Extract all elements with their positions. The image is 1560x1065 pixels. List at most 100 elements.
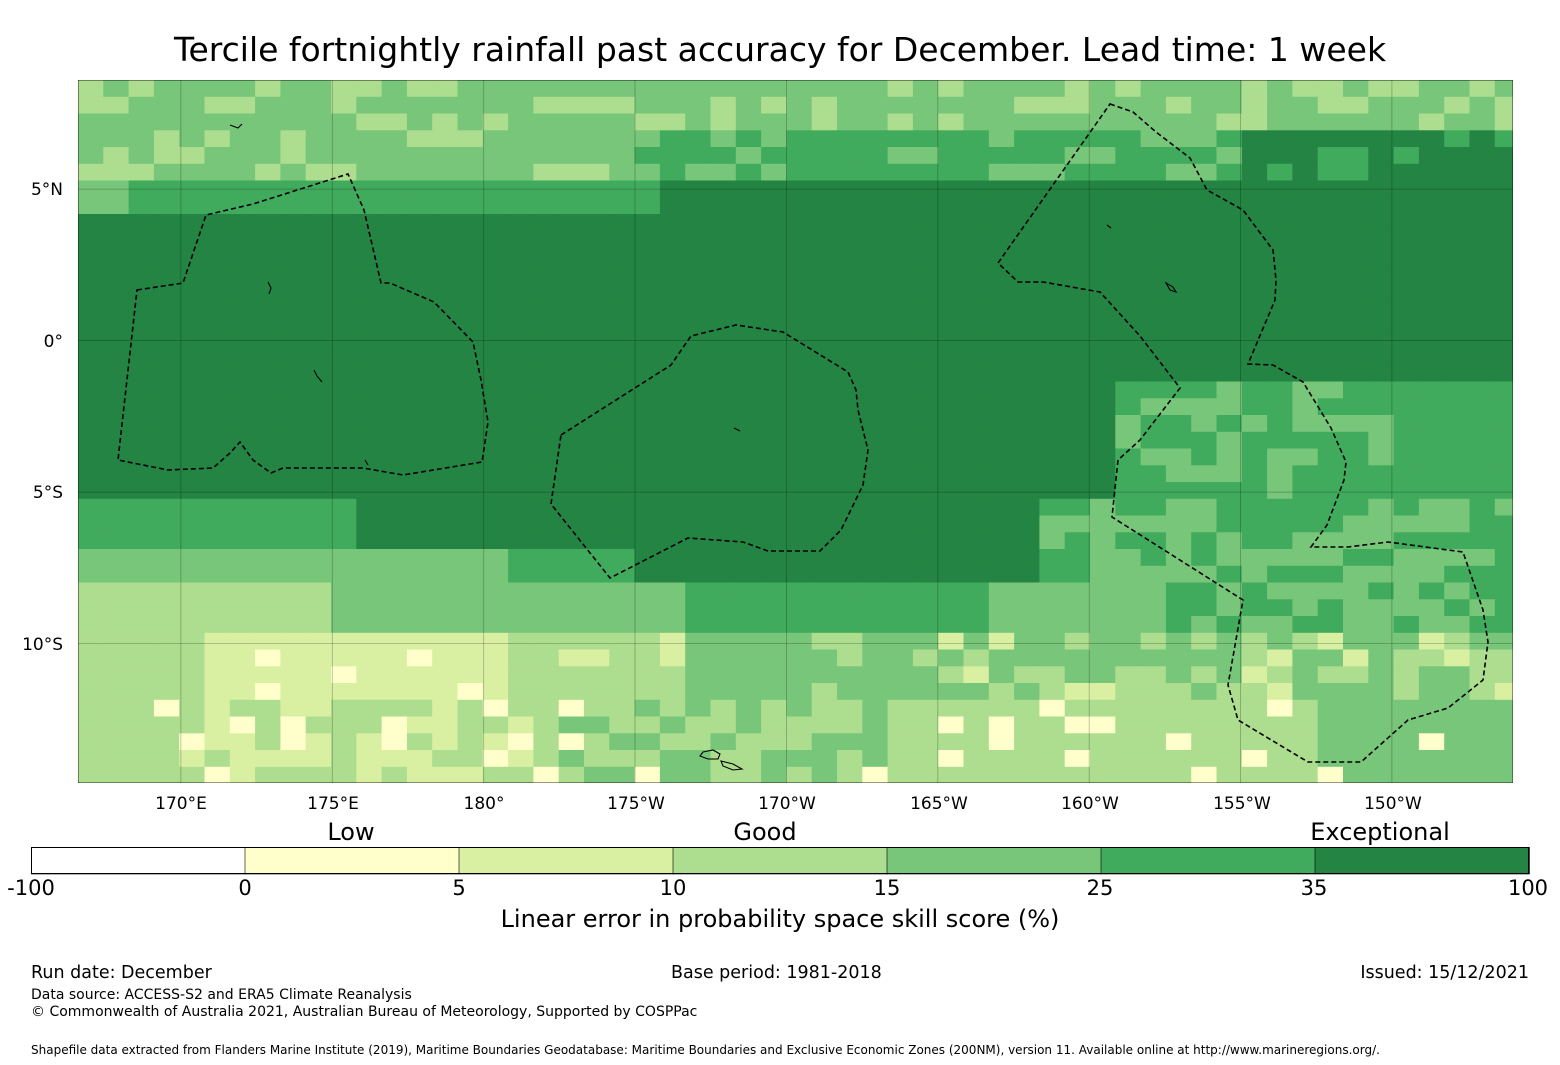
skill-cell <box>761 482 787 500</box>
skill-cell <box>1191 247 1218 265</box>
skill-cell <box>1140 381 1167 399</box>
skill-cell <box>1014 699 1040 718</box>
skill-cell <box>761 163 787 182</box>
skill-cell <box>1393 297 1420 316</box>
skill-cell <box>558 80 585 98</box>
skill-cell <box>153 381 180 399</box>
skill-cell <box>356 214 383 232</box>
skill-cell <box>305 599 332 617</box>
skill-cell <box>710 197 737 215</box>
skill-cell <box>634 297 661 316</box>
skill-cell <box>634 482 661 500</box>
skill-cell <box>786 616 813 634</box>
skill-cell <box>862 147 889 165</box>
skill-cell <box>862 264 889 282</box>
skill-cell <box>862 398 889 416</box>
skill-cell <box>811 381 838 399</box>
skill-cell <box>1418 331 1445 349</box>
skill-cell <box>78 214 104 232</box>
skill-cell <box>1469 549 1496 567</box>
skill-cell <box>1241 750 1268 768</box>
skill-cell <box>1064 532 1091 550</box>
skill-cell <box>128 465 155 483</box>
skill-cell <box>280 750 307 768</box>
skill-cell <box>331 180 357 198</box>
skill-cell <box>1039 415 1066 433</box>
skill-cell <box>862 482 889 500</box>
skill-cell <box>1292 197 1319 215</box>
skill-cell <box>1014 565 1040 584</box>
skill-cell <box>1090 230 1116 249</box>
skill-cell <box>1064 297 1091 316</box>
skill-cell <box>1165 113 1192 131</box>
skill-cell <box>1343 80 1369 98</box>
skill-cell <box>685 549 712 567</box>
skill-cell <box>963 398 990 416</box>
skill-cell <box>1014 766 1040 783</box>
skill-cell <box>356 297 383 316</box>
skill-cell <box>1014 264 1040 282</box>
skill-cell <box>1368 214 1395 232</box>
lon-label-175e: 175°E <box>307 794 359 814</box>
skill-cell <box>811 549 838 567</box>
skill-cell <box>685 331 712 349</box>
skill-cell <box>1317 314 1344 332</box>
skill-cell <box>1494 163 1513 182</box>
skill-cell <box>761 297 787 316</box>
skill-cell <box>1216 766 1243 783</box>
skill-cell <box>659 180 686 198</box>
skill-cell <box>457 599 484 617</box>
skill-cell <box>1267 699 1293 718</box>
skill-cell <box>1494 515 1513 533</box>
skill-cell <box>356 431 383 450</box>
skill-cell <box>1115 549 1142 567</box>
skill-cell <box>1090 96 1116 115</box>
skill-cell <box>862 632 889 651</box>
skill-cell <box>457 616 484 634</box>
skill-cell <box>685 264 712 282</box>
skill-cell <box>179 766 206 783</box>
skill-cell <box>988 649 1015 667</box>
skill-cell <box>533 666 560 684</box>
skill-cell <box>659 230 686 249</box>
skill-cell <box>1165 482 1192 500</box>
skill-cell <box>457 766 484 783</box>
skill-cell <box>179 699 206 718</box>
skill-cell <box>1444 683 1471 701</box>
skill-cell <box>103 766 130 783</box>
skill-cell <box>837 348 863 366</box>
skill-cell <box>255 716 281 734</box>
skill-cell <box>862 766 889 783</box>
skill-cell <box>103 96 130 115</box>
skill-cell <box>128 80 155 98</box>
skill-cell <box>837 230 863 249</box>
skill-cell <box>558 163 585 182</box>
skill-cell <box>356 582 383 600</box>
skill-cell <box>1494 616 1513 634</box>
skill-cell <box>457 498 484 517</box>
skill-cell <box>837 498 863 517</box>
skill-cell <box>1090 565 1116 584</box>
skill-cell <box>1140 666 1167 684</box>
skill-cell <box>1343 515 1369 533</box>
skill-cell <box>356 498 383 517</box>
skill-cell <box>1216 532 1243 550</box>
skill-cell <box>584 649 610 667</box>
skill-cell <box>179 147 206 165</box>
skill-cell <box>457 297 484 316</box>
skill-cell <box>786 130 813 148</box>
skill-cell <box>1090 163 1116 182</box>
skill-cell <box>229 766 256 783</box>
skill-cell <box>204 750 231 768</box>
skill-cell <box>1014 750 1040 768</box>
skill-cell <box>1267 281 1293 299</box>
skill-cell <box>280 565 307 584</box>
skill-cell <box>887 733 914 751</box>
skill-cell <box>128 230 155 249</box>
skill-cell <box>558 415 585 433</box>
skill-cell <box>1115 632 1142 651</box>
skill-cell <box>1191 532 1218 550</box>
skill-cell <box>988 431 1015 450</box>
skill-cell <box>1469 214 1496 232</box>
skill-cell <box>1064 599 1091 617</box>
